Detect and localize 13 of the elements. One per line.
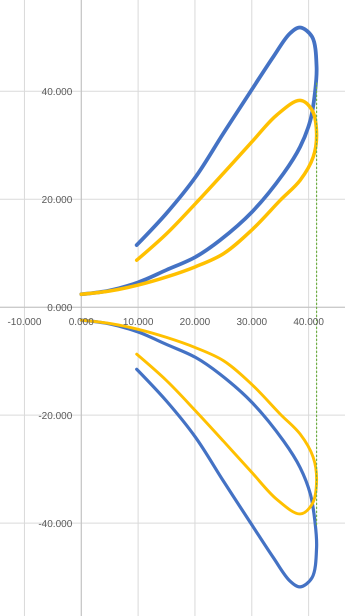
line-series [80,98,318,296]
y-tick-label: 40.000 [42,87,73,98]
x-tick-label: 0.000 [68,317,94,328]
y-tick-label: 0.000 [47,303,73,314]
y-tick-label: -20.000 [38,411,73,422]
y-tick-label: 20.000 [42,195,73,206]
x-tick-label: 20.000 [180,317,211,328]
y-tick-label: -40.000 [38,519,73,530]
x-tick-label: 40.000 [293,317,324,328]
x-tick-label: -10.000 [7,317,42,328]
line-series [79,26,318,296]
x-tick-label: 30.000 [236,317,268,328]
x-tick-label: 10.000 [122,317,154,328]
